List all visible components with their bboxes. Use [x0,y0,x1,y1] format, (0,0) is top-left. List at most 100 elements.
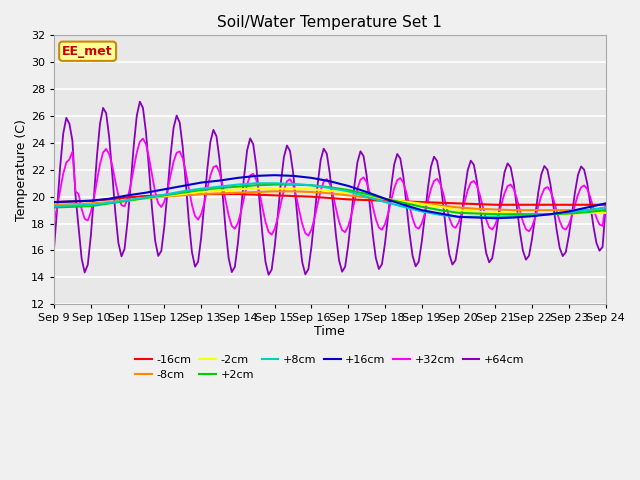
+16cm [326,179,333,184]
+8cm [197,186,205,192]
-16cm [344,196,352,202]
-16cm [602,202,609,208]
+16cm [234,175,242,181]
+16cm [547,211,554,217]
+8cm [602,204,609,210]
-2cm [106,200,113,205]
+2cm [87,203,95,209]
-16cm [289,193,297,199]
+8cm [528,213,536,218]
Text: EE_met: EE_met [62,45,113,58]
-2cm [308,186,316,192]
+2cm [454,210,462,216]
-8cm [216,191,223,196]
Line: -2cm: -2cm [54,189,605,214]
Y-axis label: Temperature (C): Temperature (C) [15,119,28,221]
-8cm [326,191,333,196]
-16cm [252,192,260,198]
+16cm [179,183,187,189]
-8cm [124,197,131,203]
-8cm [271,189,278,194]
-16cm [326,195,333,201]
-2cm [418,201,426,207]
-2cm [528,211,536,217]
-8cm [565,207,573,213]
+16cm [87,198,95,204]
-2cm [197,189,205,195]
+16cm [308,175,316,181]
+16cm [161,186,168,192]
+2cm [528,211,536,217]
-16cm [142,193,150,199]
-2cm [252,186,260,192]
+64cm [96,120,104,126]
+8cm [418,209,426,215]
-8cm [454,204,462,210]
-16cm [234,191,242,197]
+8cm [565,209,573,215]
-16cm [179,192,187,198]
+2cm [547,211,554,217]
+8cm [216,184,223,190]
+2cm [197,187,205,193]
Line: +8cm: +8cm [54,183,605,217]
-2cm [289,186,297,192]
Line: +2cm: +2cm [54,185,605,214]
+8cm [289,181,297,187]
-2cm [492,210,499,216]
+16cm [436,211,444,216]
+8cm [399,204,407,210]
+8cm [436,212,444,218]
+16cm [565,209,573,215]
+64cm [136,99,144,105]
+16cm [363,189,371,195]
+8cm [161,192,168,198]
-2cm [602,210,609,216]
+8cm [271,180,278,186]
-16cm [124,194,131,200]
+8cm [142,194,150,200]
+16cm [399,202,407,208]
+2cm [50,204,58,210]
+64cm [50,245,58,251]
-8cm [492,206,499,212]
+8cm [344,189,352,194]
+2cm [106,201,113,206]
X-axis label: Time: Time [314,324,345,338]
-2cm [547,211,554,217]
-8cm [363,194,371,200]
-8cm [50,202,58,208]
+2cm [363,191,371,197]
+16cm [528,213,536,219]
+32cm [139,136,147,142]
-8cm [161,194,168,200]
-8cm [142,195,150,201]
-16cm [216,191,223,197]
-8cm [418,201,426,206]
+2cm [289,182,297,188]
-2cm [234,186,242,192]
-8cm [381,196,389,202]
+2cm [399,200,407,205]
+64cm [602,204,609,210]
+32cm [50,218,58,224]
-2cm [87,202,95,208]
-2cm [510,211,518,216]
Title: Soil/Water Temperature Set 1: Soil/Water Temperature Set 1 [218,15,442,30]
Legend: -16cm, -8cm, -2cm, +2cm, +8cm, +16cm, +32cm, +64cm: -16cm, -8cm, -2cm, +2cm, +8cm, +16cm, +3… [131,350,529,385]
+16cm [271,172,278,178]
+16cm [381,196,389,202]
+2cm [308,182,316,188]
-16cm [436,200,444,205]
+32cm [513,195,520,201]
-2cm [271,186,278,192]
+2cm [142,195,150,201]
-8cm [106,199,113,205]
-16cm [308,194,316,200]
+64cm [513,204,520,209]
+8cm [106,200,113,205]
+8cm [473,214,481,220]
+2cm [124,198,131,204]
-8cm [252,189,260,195]
-8cm [547,207,554,213]
